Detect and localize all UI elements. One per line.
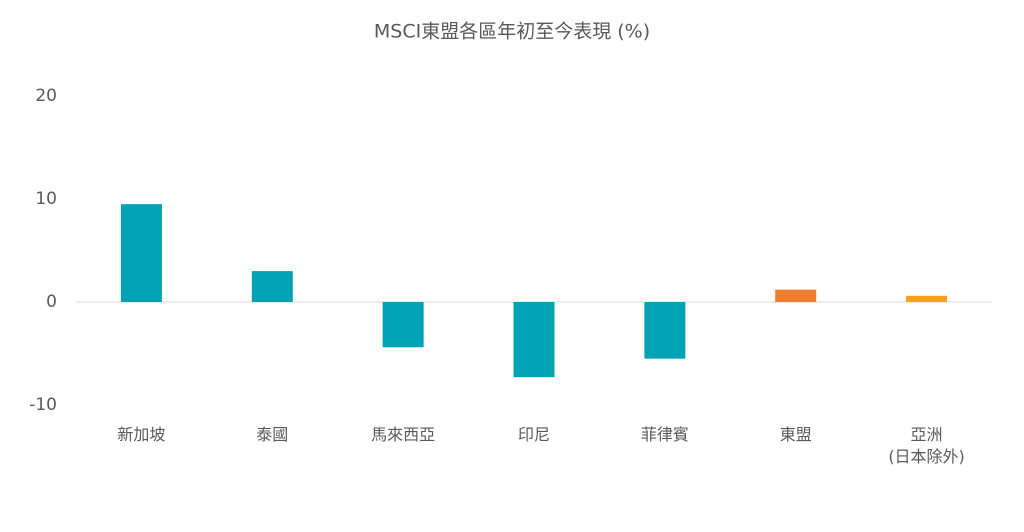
y-tick-label: 20 [35, 86, 57, 106]
x-tick-label: 菲律賓 [640, 425, 689, 444]
y-tick-label: 0 [46, 292, 57, 312]
y-tick-label: -10 [29, 395, 57, 415]
x-tick-label: 新加坡 [117, 425, 166, 444]
chart-title: MSCI東盟各區年初至今表現 (%) [374, 21, 650, 43]
bar [906, 295, 948, 302]
x-tick-label: 亞洲 (日本除外) [888, 425, 965, 466]
bar [513, 302, 555, 378]
y-tick-label: 10 [35, 189, 57, 209]
bar [775, 289, 817, 302]
bar [120, 204, 162, 302]
bar [382, 302, 424, 348]
bar [644, 302, 686, 359]
bar [251, 271, 293, 302]
x-tick-label: 印尼 [517, 425, 550, 444]
x-tick-label: 東盟 [779, 425, 812, 444]
x-tick-label: 泰國 [256, 425, 289, 444]
x-tick-label: 馬來西亞 [371, 425, 436, 444]
